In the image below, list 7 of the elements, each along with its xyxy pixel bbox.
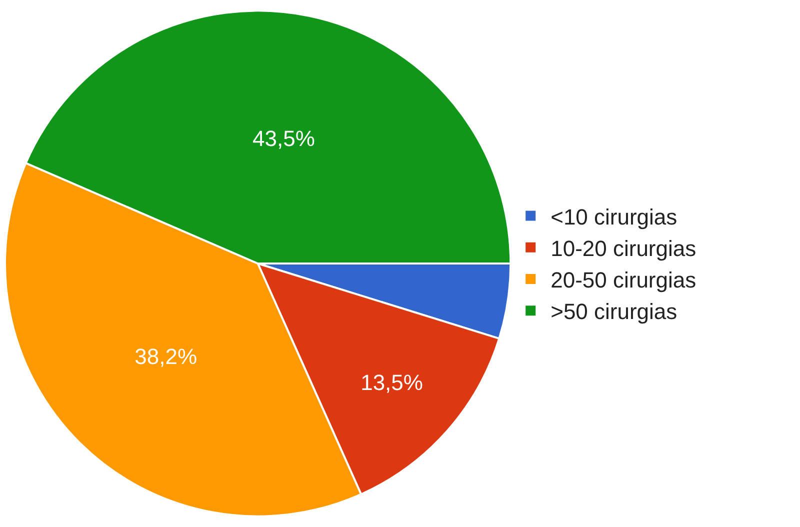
legend-label: 20-50 cirurgias — [550, 268, 696, 293]
data-label: 13,5% — [360, 370, 423, 395]
legend-label: >50 cirurgias — [550, 299, 678, 324]
legend-label: 10-20 cirurgias — [550, 236, 696, 261]
legend-label: <10 cirurgias — [550, 204, 678, 230]
data-label: 38,2% — [134, 344, 198, 370]
data-label: 43,5% — [252, 126, 315, 151]
